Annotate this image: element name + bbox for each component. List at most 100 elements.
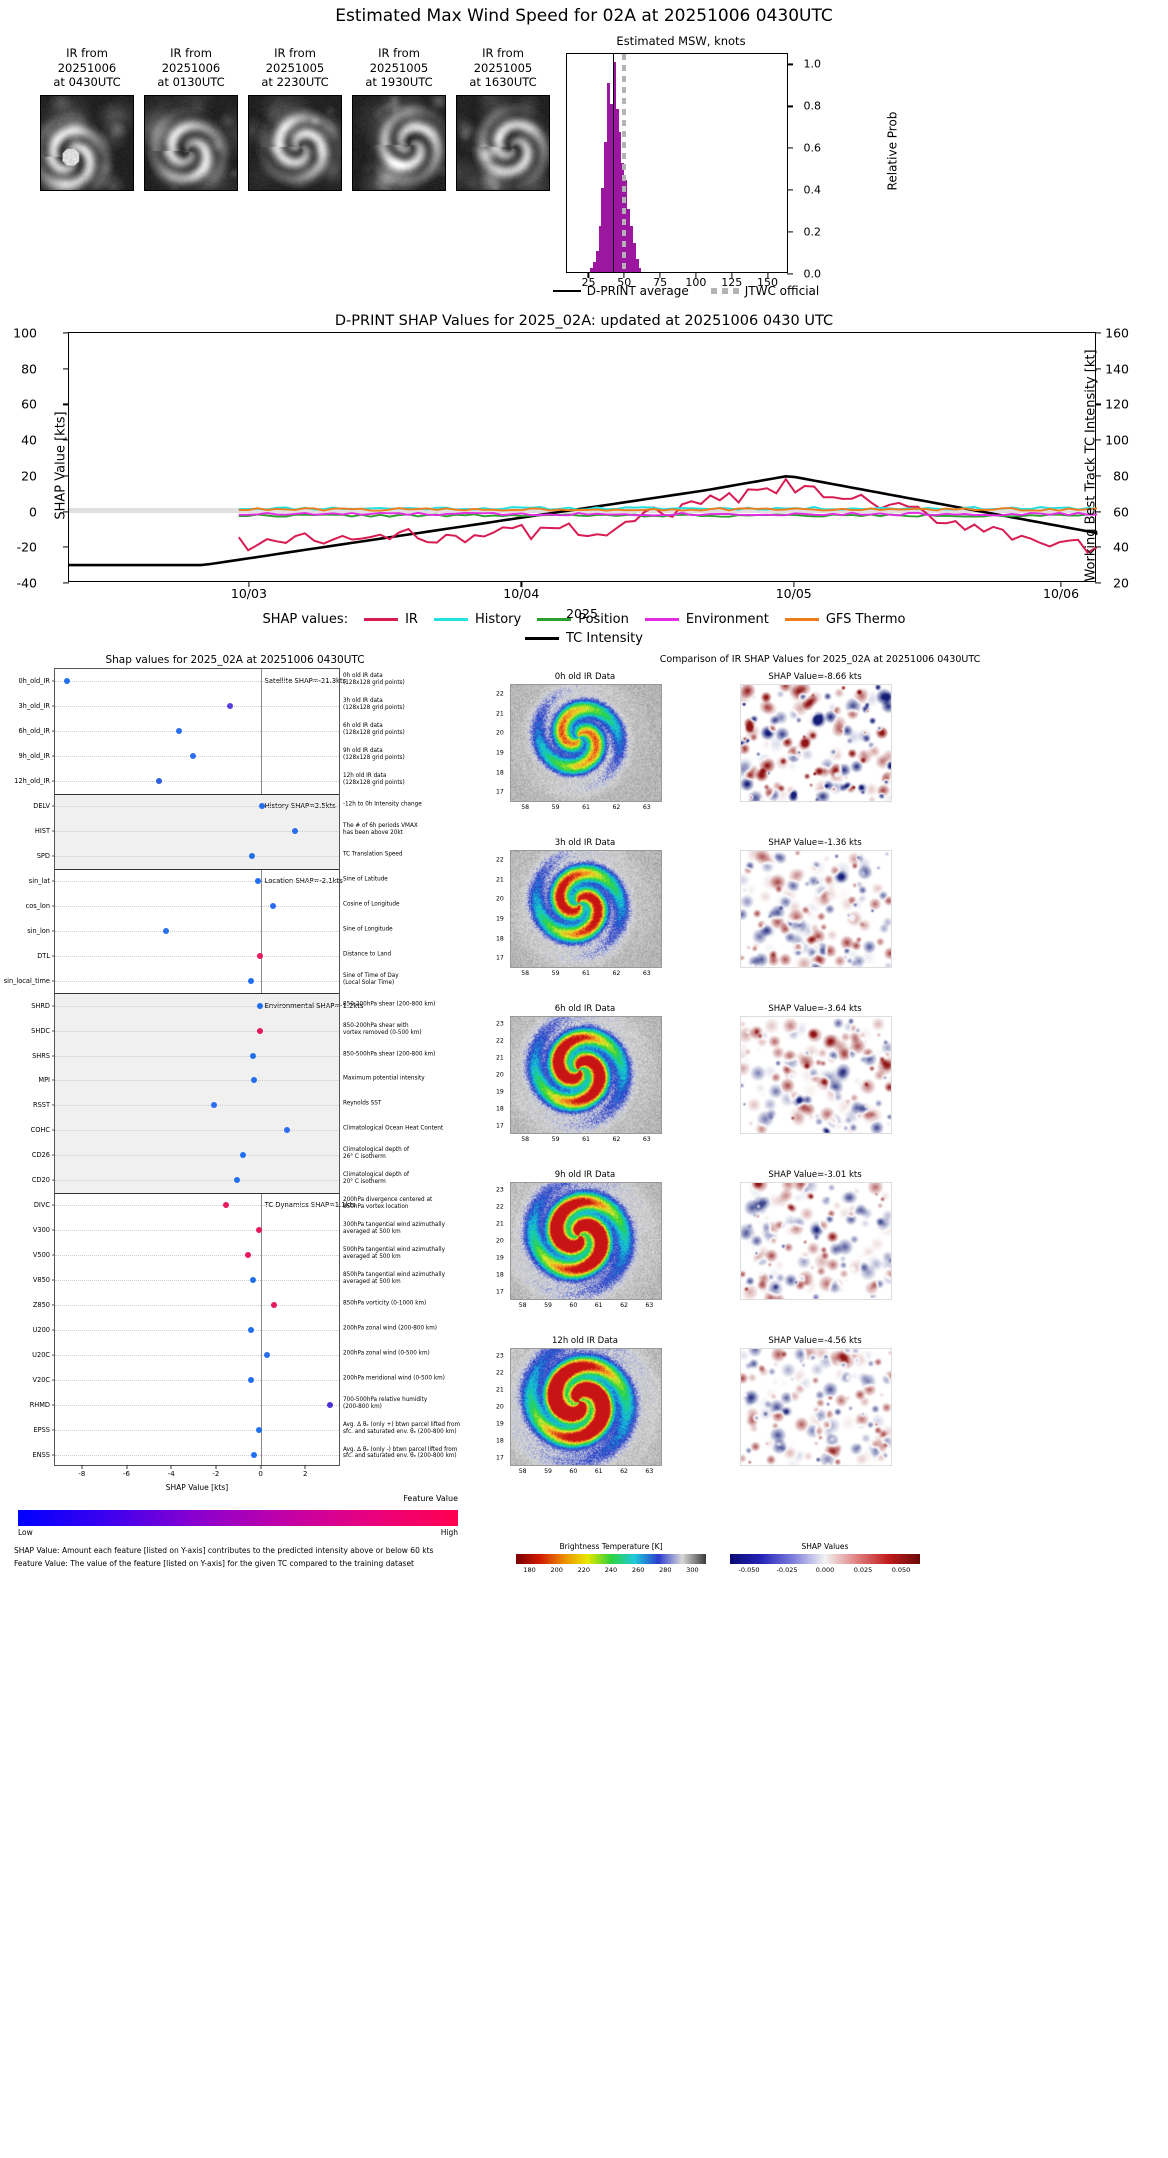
timeseries-ytick-left: 40 — [21, 432, 37, 448]
histogram-bar — [598, 225, 602, 272]
shap-group-band — [55, 993, 339, 1193]
comparison-ir-ytick: 17 — [496, 1454, 504, 1462]
timeseries-ytick-mark-left — [63, 439, 69, 441]
comparison-ir-xtick: 59 — [551, 1136, 560, 1143]
comparison-ir-ytick: 21 — [496, 710, 504, 717]
shap-feature-description: 3h old IR data (128x128 grid points) — [343, 698, 405, 712]
histogram-ylabel: Relative Prob — [885, 111, 900, 191]
comparison-ir-ytick: 22 — [496, 1203, 504, 1211]
comparison-ir-ytick: 23 — [496, 1352, 504, 1360]
shap-feature-tick — [52, 830, 55, 832]
shap-value-dot — [210, 1102, 217, 1109]
shap-feature-description: 0h old IR data (128x128 grid points) — [343, 673, 405, 687]
timeseries-title: D-PRINT SHAP Values for 2025_02A: update… — [334, 313, 834, 329]
comparison-ir-ytick: 18 — [496, 1105, 504, 1113]
shap-row-gridline — [55, 1105, 339, 1107]
shap-dot-plot: SHAP Value [kts] Satellite SHAP=-21.3kts… — [4, 668, 363, 1492]
comparison-ir-xtick: 60 — [569, 1468, 578, 1475]
shap-xlabel: SHAP Value [kts] — [165, 1483, 229, 1492]
shap-feature-description: Avg. Δ θₑ (only +) btwn parcel lifted fr… — [343, 1421, 461, 1435]
brightness-temp-tick: 260 — [631, 1566, 645, 1574]
timeseries-ytick-left: -40 — [16, 575, 37, 591]
comparison-shap-image — [740, 1016, 892, 1134]
shap-row-gridline — [55, 756, 339, 758]
page-title: Estimated Max Wind Speed for 02A at 2025… — [335, 6, 833, 26]
comparison-ir-ytick: 21 — [496, 1386, 504, 1394]
shap-feature-label: cos_lon — [25, 901, 50, 910]
shap-row-gridline — [55, 1329, 339, 1331]
comparison-ir-ytick: 22 — [496, 690, 504, 698]
shap-values-tick: -0.025 — [776, 1566, 798, 1574]
shap-group-separator — [55, 1192, 339, 1194]
shap-feature-label: DIVC — [33, 1201, 50, 1210]
shap-feature-tick — [52, 1254, 55, 1256]
shap-feature-tick — [52, 780, 55, 782]
timeseries-xtick-mark — [248, 581, 250, 587]
shap-feature-description: 6h old IR data (128x128 grid points) — [343, 723, 405, 737]
timeseries-ytick-mark-right — [1095, 368, 1101, 370]
timeseries-ytick-mark-left — [63, 368, 69, 370]
shap-row-gridline — [55, 1429, 339, 1431]
comparison-ir-ytick: 17 — [496, 1122, 504, 1130]
dashed-line-swatch — [710, 288, 739, 294]
histogram-xtick-mark — [731, 272, 733, 278]
shap-xtick: 2 — [303, 1470, 308, 1478]
comparison-ir-image — [510, 684, 662, 802]
shap-feature-description: 850hPa vorticity (0-1000 km) — [343, 1300, 427, 1307]
histogram-legend-label: D-PRINT average — [586, 284, 689, 298]
comparison-ir-xtick: 62 — [620, 1468, 628, 1475]
timeseries-legend-item: TC Intensity — [525, 631, 643, 646]
shap-feature-tick — [52, 1079, 55, 1081]
comparison-ir-ytick: 17 — [496, 1288, 504, 1296]
timeseries-xtick-mark — [1060, 581, 1062, 587]
ir-thumb-9h: IR from 20251005 at 1930UTC — [352, 46, 446, 246]
brightness-temp-tick: 220 — [577, 1566, 591, 1574]
shap-feature-description: 200hPa zonal wind (200-800 km) — [343, 1325, 437, 1332]
timeseries-legend-item: Environment — [644, 612, 769, 627]
comparison-ir-ytick: 20 — [496, 895, 504, 903]
shap-feature-description: The # of 6h periods VMAX has been above … — [343, 823, 418, 837]
ir-thumb-caption: IR from 20251006 at 0430UTC — [53, 46, 121, 90]
shap-values-tick: 0.025 — [853, 1566, 873, 1574]
shap-feature-tick — [52, 1154, 55, 1156]
comparison-row: 12h old IR Data SHAP Value=-4.56 kts 58 59 6… — [490, 1336, 1150, 1496]
histogram-bar — [638, 267, 642, 272]
shap-row-gridline — [55, 706, 339, 708]
shap-feature-description: Sine of Time of Day (Local Solar Time) — [343, 972, 399, 986]
msw-histogram-panel: Estimated MSW, knots 0.0 0.2 0.4 0.6 0.8 1.0 2… — [552, 34, 900, 298]
timeseries-legend-prefix: SHAP values: — [262, 612, 349, 627]
comparison-ir-title: 9h old IR Data — [554, 1170, 616, 1180]
comparison-ir-xtick: 63 — [645, 1468, 654, 1475]
histogram-bar — [618, 131, 622, 272]
histogram-legend: D-PRINT average JTWC official — [546, 284, 826, 298]
shap-value-dot — [163, 927, 170, 934]
shap-row-gridline — [55, 731, 339, 733]
shap-xtick: 0 — [258, 1470, 263, 1478]
histogram-ytick-mark — [787, 63, 793, 66]
comparison-ir-image — [510, 1348, 662, 1466]
shap-feature-label: HIST — [34, 827, 50, 836]
shap-feature-label: 3h_old_IR — [18, 702, 50, 711]
comparison-ir-xtick: 58 — [518, 1468, 527, 1475]
shap-value-dot — [64, 678, 71, 685]
shap-feature-tick — [52, 1279, 55, 1281]
histogram-ytick: 0.0 — [803, 267, 822, 281]
shap-description-column: 0h old IR data (128x128 grid points) 3h o… — [255, 668, 460, 1466]
timeseries-legend-label: History — [474, 612, 522, 627]
comparison-ir-ytick: 23 — [496, 1186, 504, 1194]
comparison-shap-image — [740, 684, 892, 802]
shap-feature-tick — [52, 680, 55, 682]
timeseries-ylabel-left: SHAP Value [kts] — [53, 411, 69, 520]
shap-row-gridline — [55, 1205, 339, 1207]
timeseries-legend-item: Position — [537, 612, 629, 627]
shap-feature-label: SHRD — [31, 1001, 50, 1010]
comparison-ir-xtick: 58 — [518, 1302, 527, 1309]
shap-row-gridline — [55, 1080, 339, 1082]
histogram-bar — [630, 225, 633, 272]
ir-thumb-caption: IR from 20251006 at 0130UTC — [157, 46, 225, 90]
comparison-ir-ytick: 21 — [496, 1054, 504, 1062]
histogram-ytick: 0.4 — [803, 183, 822, 197]
shap-feature-tick — [52, 905, 55, 907]
shap-value-dot — [245, 1252, 252, 1259]
comparison-shap-title: SHAP Value=-8.66 kts — [768, 672, 862, 682]
